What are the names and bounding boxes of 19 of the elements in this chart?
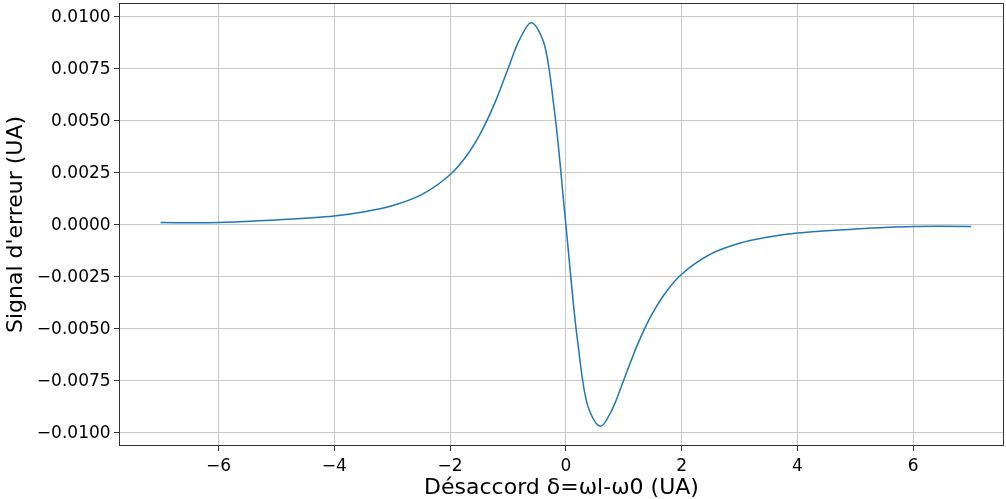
line-series	[159, 21, 972, 428]
y-tick-label: 0.0075	[51, 58, 111, 79]
y-tick-label: −0.0050	[36, 318, 111, 339]
x-tick-label: 4	[792, 455, 803, 476]
y-axis-title: Signal d'erreur (UA)	[1, 115, 27, 334]
y-tick-label: −0.0100	[36, 422, 111, 443]
x-tick-label: −4	[321, 455, 347, 476]
x-tick-label: −2	[437, 455, 463, 476]
x-axis-title: Désaccord δ=ωl-ω0 (UA)	[424, 474, 699, 499]
x-tick-label: 2	[676, 455, 688, 476]
y-tick-label: 0.0025	[51, 162, 111, 183]
y-tick-label: 0.0000	[51, 214, 111, 235]
y-tick-label: 0.0050	[51, 110, 111, 131]
x-tick-label: 0	[560, 455, 572, 476]
y-tick-label: 0.0100	[51, 6, 111, 27]
x-tick-label: 6	[907, 455, 919, 476]
x-tick-label: −6	[205, 455, 231, 476]
y-tick-label: −0.0075	[36, 370, 111, 391]
y-tick-label: −0.0025	[36, 266, 111, 287]
